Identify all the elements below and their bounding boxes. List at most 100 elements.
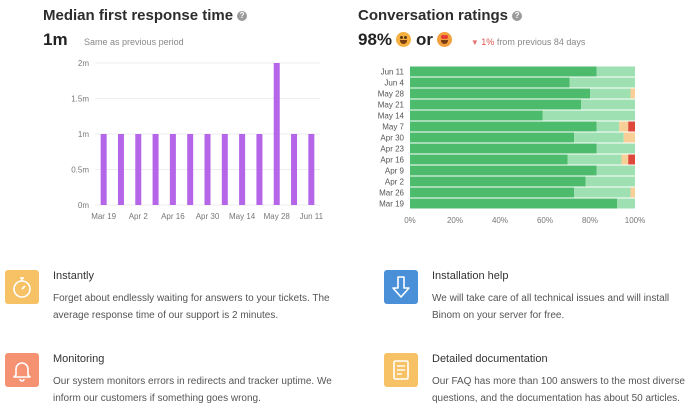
stacked-segment — [596, 143, 635, 154]
x-tick-label: Jun 11 — [300, 212, 324, 221]
bar — [152, 134, 159, 205]
bar — [117, 134, 124, 205]
bar — [291, 134, 298, 205]
stacked-segment — [574, 187, 631, 198]
panel-title: Median first response time? — [43, 7, 333, 24]
stacked-segment — [410, 99, 581, 110]
trend-text: from previous 84 days — [496, 37, 586, 47]
help-icon[interactable]: ? — [237, 11, 248, 21]
x-tick-label: May 14 — [229, 212, 256, 221]
y-tick-label: 1m — [78, 130, 89, 139]
x-tick-label: Apr 30 — [196, 212, 220, 221]
stacked-segment — [410, 88, 590, 99]
ratings-or-label: or — [415, 30, 433, 49]
stacked-segment — [630, 187, 635, 198]
bar — [239, 134, 246, 205]
stacked-segment — [542, 110, 635, 121]
help-icon[interactable]: ? — [512, 11, 523, 21]
feature-description: Forget about endlessly waiting for answe… — [53, 293, 330, 321]
x-tick-label: 60% — [537, 216, 553, 225]
stacked-segment — [410, 154, 568, 165]
ratings-panel: Conversation ratings? 98% or ▼ 1% from p… — [358, 7, 678, 50]
stacked-segment — [628, 154, 635, 165]
response-time-value: 1m — [43, 30, 68, 49]
stacked-segment — [410, 187, 575, 198]
bar — [169, 134, 176, 205]
y-tick-label: Apr 16 — [380, 156, 404, 165]
y-tick-label: Apr 9 — [385, 167, 405, 176]
y-tick-label: Mar 19 — [379, 200, 404, 209]
y-tick-label: May 14 — [378, 112, 405, 121]
feature-title: Instantly — [53, 270, 94, 282]
y-tick-label: 1.5m — [71, 95, 89, 104]
x-tick-label: Apr 16 — [161, 212, 185, 221]
stacked-segment — [569, 77, 635, 88]
x-tick-label: 20% — [447, 216, 463, 225]
y-tick-label: Apr 2 — [385, 178, 405, 187]
document-icon — [384, 353, 418, 387]
stopwatch-icon — [5, 270, 39, 304]
response-time-title: Median first response time — [43, 7, 234, 24]
download-arrow-icon — [384, 270, 418, 304]
stacked-segment — [621, 154, 629, 165]
x-tick-label: 40% — [492, 216, 508, 225]
stacked-segment — [581, 99, 635, 110]
y-tick-label: Mar 26 — [379, 189, 404, 198]
stacked-segment — [617, 198, 635, 209]
feature-title: Installation help — [432, 270, 509, 282]
feature-title: Monitoring — [53, 353, 105, 365]
bar — [135, 134, 142, 205]
ratings-value: 98% — [358, 30, 393, 49]
stacked-segment — [596, 121, 620, 132]
heart-eyes-face-icon — [437, 32, 453, 47]
stacked-segment — [619, 121, 629, 132]
feature-description: Our system monitors errors in redirects … — [53, 376, 332, 404]
x-tick-label: Mar 19 — [91, 212, 116, 221]
stacked-segment — [410, 121, 597, 132]
bar — [204, 134, 211, 205]
trend-percent: 1% — [481, 37, 495, 47]
y-tick-label: May 21 — [378, 101, 405, 110]
feature-title: Detailed documentation — [432, 353, 548, 365]
response-time-panel: Median first response time? 1m Same as p… — [43, 7, 333, 50]
bar — [273, 63, 280, 205]
stacked-segment — [585, 176, 635, 187]
stacked-segment — [590, 88, 631, 99]
stacked-segment — [410, 132, 575, 143]
y-tick-label: Apr 23 — [380, 145, 404, 154]
x-tick-label: 0% — [404, 216, 416, 225]
y-tick-label: 0m — [78, 201, 89, 210]
happy-face-icon — [396, 32, 412, 47]
y-tick-label: 0.5m — [71, 166, 89, 175]
bar — [187, 134, 194, 205]
stacked-segment — [410, 165, 597, 176]
bar — [308, 134, 315, 205]
y-tick-label: 2m — [78, 59, 89, 68]
y-tick-label: May 7 — [382, 123, 404, 132]
stacked-segment — [410, 176, 586, 187]
stacked-segment — [596, 165, 635, 176]
stacked-segment — [623, 132, 635, 143]
x-tick-label: 100% — [625, 216, 645, 225]
bell-icon — [5, 353, 39, 387]
response-time-chart: 0m 0.5m 1m 1.5m 2m Mar 19 Apr 2 Apr 16 Apr 30 May… — [71, 59, 324, 221]
stacked-segment — [410, 110, 543, 121]
trend-down-arrow-icon: ▼ — [470, 38, 479, 47]
y-tick-label: Apr 30 — [380, 134, 404, 143]
x-tick-label: May 28 — [264, 212, 291, 221]
bar — [256, 134, 263, 205]
stacked-segment — [628, 121, 635, 132]
stacked-segment — [630, 88, 635, 99]
stacked-segment — [410, 77, 570, 88]
stacked-segment — [410, 198, 617, 209]
y-tick-label: Jun 11 — [381, 68, 405, 77]
ratings-trend: ▼ 1% from previous 84 days — [471, 37, 586, 47]
ratings-title: Conversation ratings — [358, 7, 509, 24]
x-tick-label: Apr 2 — [129, 212, 149, 221]
y-tick-label: May 28 — [378, 90, 405, 99]
panel-title: Conversation ratings? — [358, 7, 678, 24]
bar — [221, 134, 228, 205]
feature-description: Our FAQ has more than 100 answers to the… — [432, 376, 685, 404]
x-tick-label: 80% — [582, 216, 598, 225]
bar — [100, 134, 107, 205]
